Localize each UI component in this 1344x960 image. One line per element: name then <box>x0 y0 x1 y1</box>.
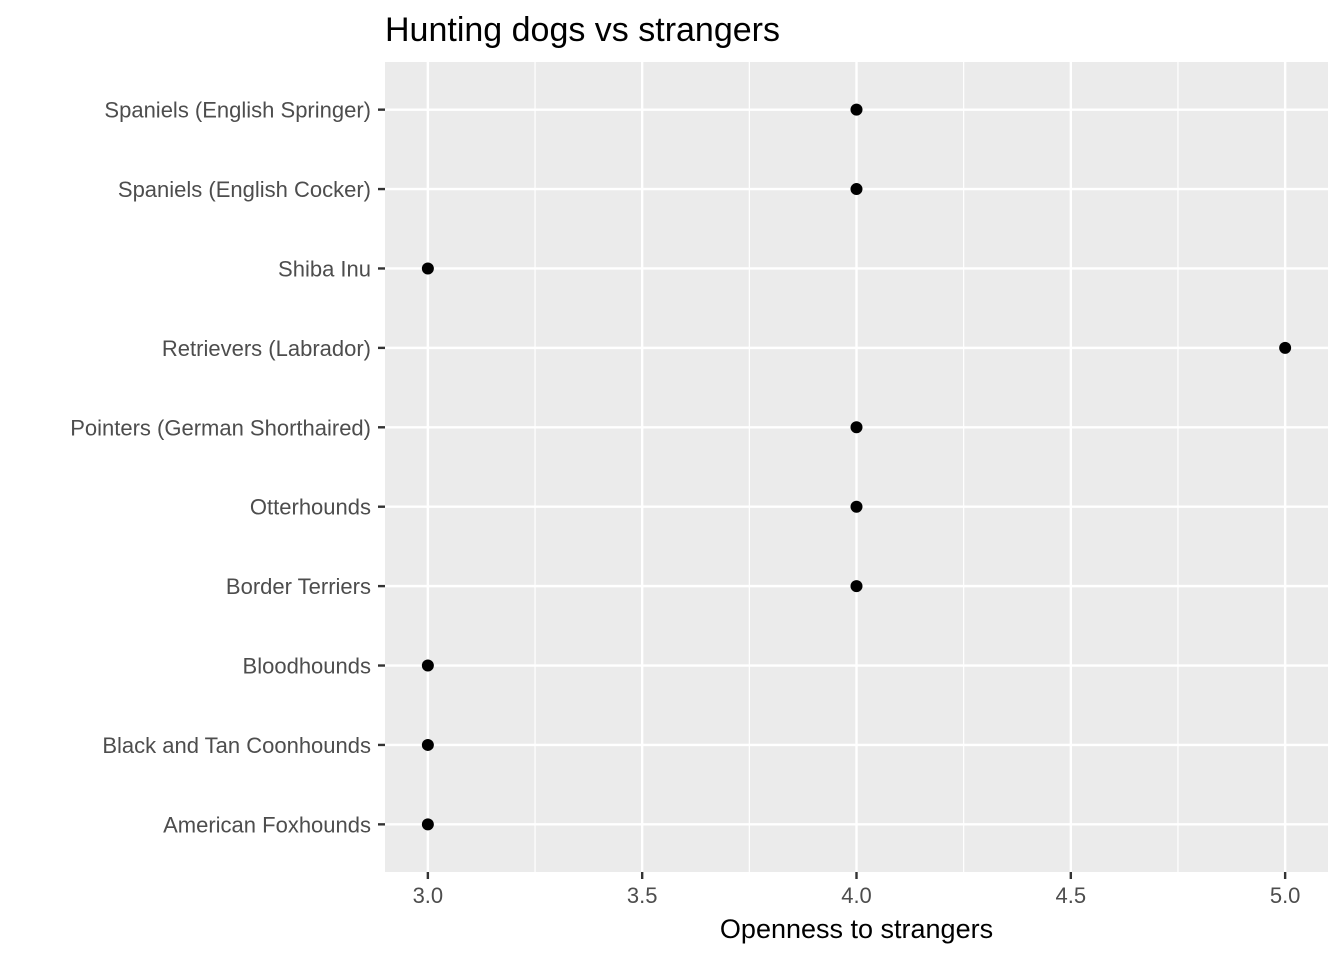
x-tick-label: 4.5 <box>1056 883 1087 908</box>
data-point <box>850 421 863 434</box>
data-point <box>850 580 863 593</box>
y-tick-label: Retrievers (Labrador) <box>162 336 371 361</box>
data-point <box>421 262 434 275</box>
y-tick-label: Pointers (German Shorthaired) <box>70 415 371 440</box>
data-point <box>850 103 863 116</box>
x-axis-title: Openness to strangers <box>720 914 993 944</box>
data-point <box>421 659 434 672</box>
y-tick-label: Bloodhounds <box>243 654 371 679</box>
x-tick-label: 5.0 <box>1270 883 1301 908</box>
y-axis: American Foxhounds Black and Tan Coonhoun… <box>70 98 385 837</box>
y-tick-label: Black and Tan Coonhounds <box>102 733 371 758</box>
x-tick-label: 3.0 <box>413 883 444 908</box>
data-point <box>421 818 434 831</box>
data-points <box>421 103 1292 831</box>
y-tick-label: Otterhounds <box>250 495 371 520</box>
data-point <box>1279 341 1292 354</box>
y-tick-label: Spaniels (English Springer) <box>104 98 371 123</box>
data-point <box>850 183 863 196</box>
minor-gridlines <box>534 62 1179 872</box>
y-tick-label: Border Terriers <box>226 574 371 599</box>
x-axis: 3.0 3.5 4.0 4.5 5.0 <box>413 872 1301 908</box>
y-tick-label: Spaniels (English Cocker) <box>118 177 371 202</box>
chart-title: Hunting dogs vs strangers <box>385 11 780 49</box>
y-tick-label: American Foxhounds <box>163 812 371 837</box>
data-point <box>421 738 434 751</box>
y-tick-label: Shiba Inu <box>278 256 371 281</box>
data-point <box>850 500 863 513</box>
x-tick-label: 3.5 <box>627 883 658 908</box>
x-tick-label: 4.0 <box>841 883 872 908</box>
